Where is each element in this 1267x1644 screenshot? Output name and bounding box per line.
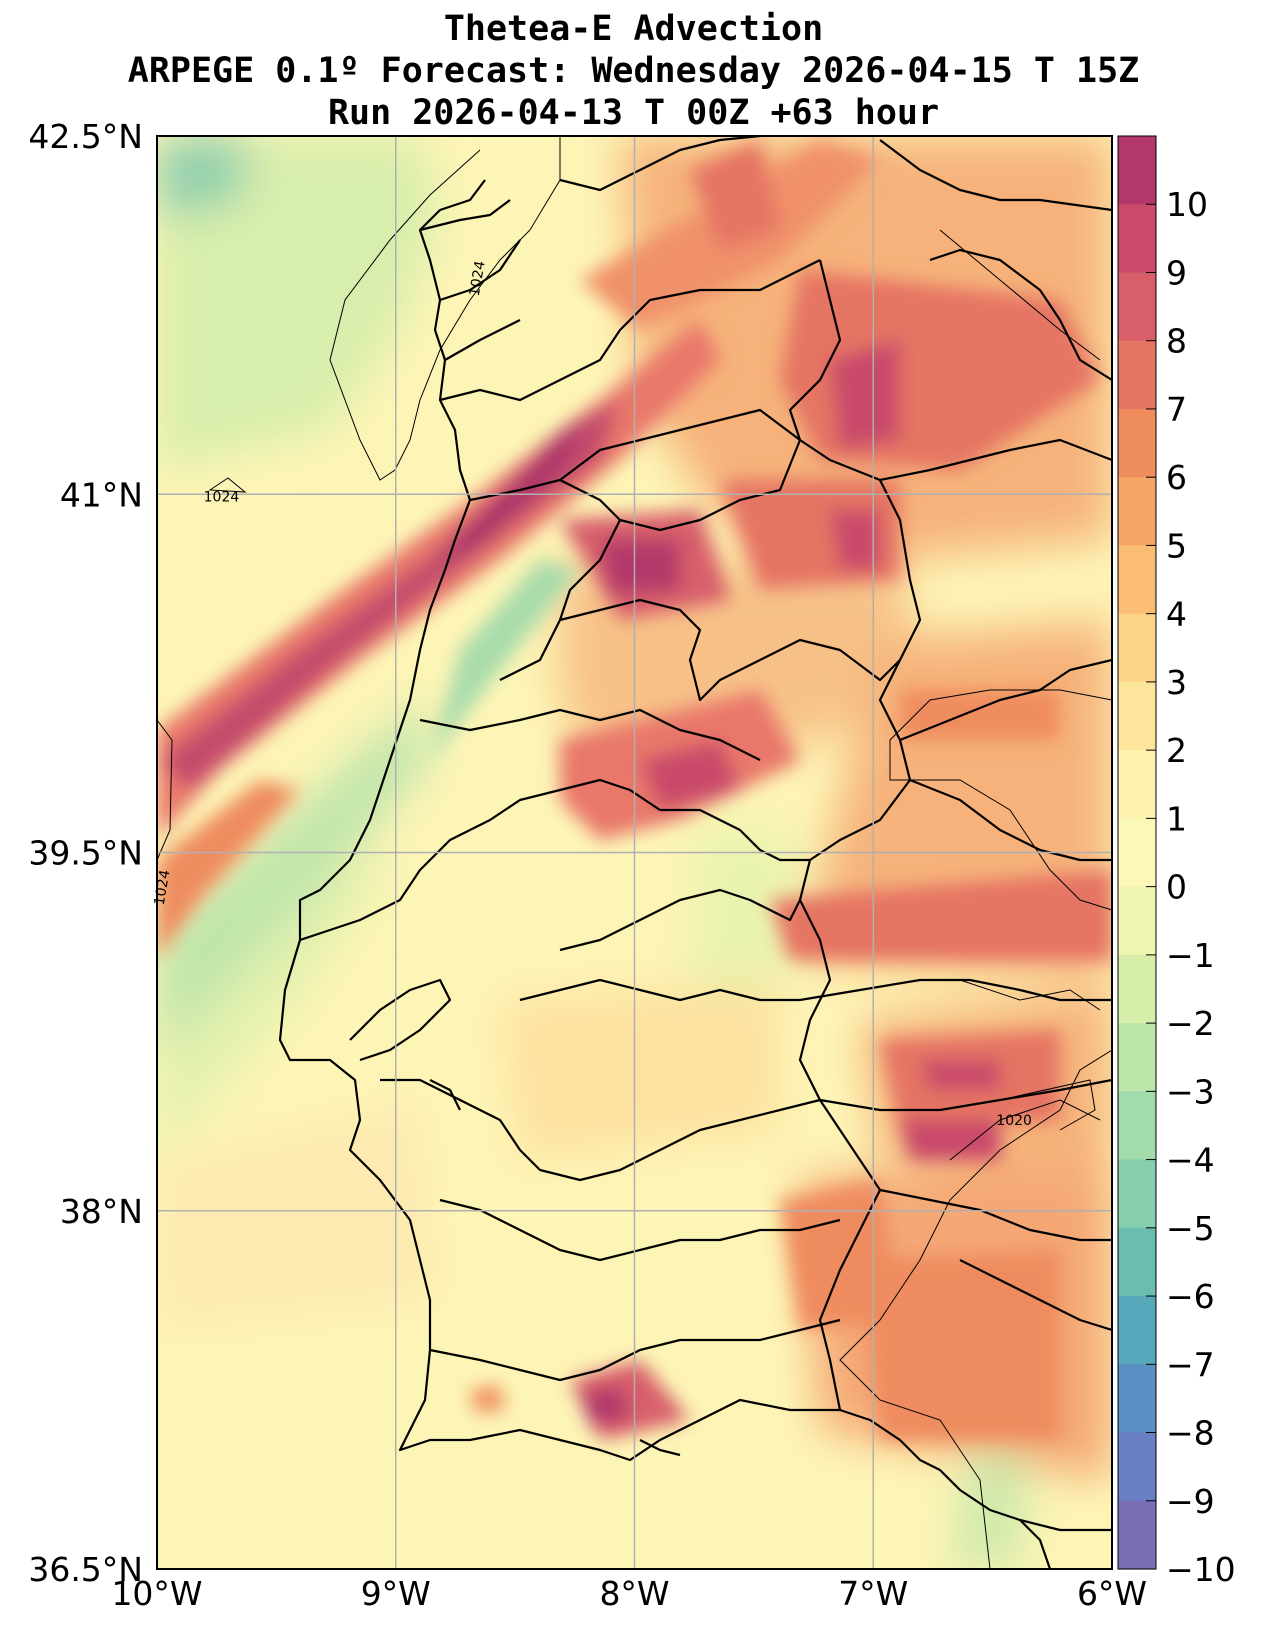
colorbar-segment bbox=[1118, 272, 1156, 342]
colorbar-segment bbox=[1118, 1500, 1156, 1570]
colorbar-segment bbox=[1118, 204, 1156, 274]
isobar-label-text: 1024 bbox=[467, 260, 489, 298]
isobar-label-1: 1024 bbox=[204, 489, 240, 505]
colorbar-segment bbox=[1118, 818, 1156, 888]
lat-tick-label: 41°N bbox=[60, 475, 143, 514]
isobar-label-3: 1020 bbox=[996, 1113, 1032, 1129]
field-bands bbox=[157, 140, 1112, 1440]
colorbar-tick-label: 8 bbox=[1166, 322, 1187, 361]
colorbar-tick-label: −1 bbox=[1166, 936, 1215, 975]
colorbar-segment bbox=[1118, 613, 1156, 683]
colorbar-segment bbox=[1118, 545, 1156, 615]
colorbar-segment bbox=[1118, 1023, 1156, 1092]
colorbar-segment bbox=[1118, 954, 1156, 1024]
colorbar-segment bbox=[1118, 681, 1156, 751]
colorbar-tick-label: −5 bbox=[1166, 1209, 1215, 1248]
lon-tick-label: 10°W bbox=[111, 1574, 202, 1613]
colorbar-tick-label: −2 bbox=[1166, 1004, 1215, 1043]
lat-tick-label: 39.5°N bbox=[28, 834, 143, 873]
isobar-label-0: 1024 bbox=[467, 260, 489, 298]
colorbar-tick-label: −3 bbox=[1166, 1072, 1215, 1111]
axis-labels: 10°W 9°W 8°W 7°W 6°W 42.5°N 41°N 39.5°N 38°N 36.5… bbox=[28, 117, 1147, 1613]
colorbar-tick-label: 9 bbox=[1166, 253, 1187, 292]
lon-tick-label: 9°W bbox=[361, 1574, 431, 1613]
colorbar-tick-label: −10 bbox=[1166, 1550, 1236, 1589]
colorbar-tick-label: −7 bbox=[1166, 1345, 1215, 1384]
colorbar-segment bbox=[1118, 886, 1156, 956]
colorbar-tick-label: 7 bbox=[1166, 390, 1187, 429]
colorbar-segment bbox=[1118, 136, 1156, 205]
colorbar-tick-label: 3 bbox=[1166, 663, 1187, 702]
lat-tick-label: 36.5°N bbox=[28, 1550, 143, 1589]
colorbar-segment bbox=[1118, 408, 1156, 478]
map-frame bbox=[156, 135, 1113, 1570]
isobar-label-text: 1020 bbox=[996, 1113, 1032, 1129]
colorbar-tick-label: 4 bbox=[1166, 595, 1187, 634]
lon-tick-label: 6°W bbox=[1077, 1574, 1147, 1613]
colorbar-tick-label: −4 bbox=[1166, 1141, 1215, 1180]
colorbar-tick-label: −9 bbox=[1166, 1482, 1215, 1521]
colorbar-segment bbox=[1118, 1227, 1156, 1297]
isobar-label-text: 1024 bbox=[204, 489, 240, 505]
title-line-3: Run 2026-04-13 T 00Z +63 hour bbox=[327, 93, 940, 133]
colorbar-tick-label: 10 bbox=[1166, 185, 1208, 224]
colorbar-tick-label: 0 bbox=[1166, 868, 1187, 907]
colorbar-segment bbox=[1118, 1296, 1156, 1365]
colorbar-tick-label: 6 bbox=[1166, 458, 1187, 497]
title-line-1: Thetea-E Advection bbox=[443, 9, 824, 49]
colorbar-frame bbox=[1117, 135, 1157, 1570]
colorbar-segment bbox=[1118, 477, 1156, 547]
colorbar-segment bbox=[1118, 1091, 1156, 1161]
lon-tick-label: 8°W bbox=[599, 1574, 669, 1613]
lat-tick-label: 42.5°N bbox=[28, 117, 143, 156]
colorbar-tick-label: 5 bbox=[1166, 526, 1187, 565]
lon-tick-label: 7°W bbox=[838, 1574, 908, 1613]
colorbar-segment bbox=[1118, 1159, 1156, 1229]
title-line-2: ARPEGE 0.1º Forecast: Wednesday 2026-04-… bbox=[127, 51, 1140, 91]
gridlines bbox=[157, 136, 1112, 1569]
coastline-and-borders bbox=[278, 136, 1112, 1569]
colorbar-tick-label: −8 bbox=[1166, 1414, 1215, 1453]
colorbar-tick-label: −6 bbox=[1166, 1277, 1215, 1316]
colorbar-tick-label: 2 bbox=[1166, 731, 1187, 770]
colorbar-segment bbox=[1118, 1364, 1156, 1434]
colorbar-segment bbox=[1118, 750, 1156, 819]
colorbar-segment bbox=[1118, 1432, 1156, 1502]
colorbar-tick-label: 1 bbox=[1166, 799, 1187, 838]
colorbar-segment bbox=[1118, 340, 1156, 410]
lat-tick-label: 38°N bbox=[60, 1192, 143, 1231]
